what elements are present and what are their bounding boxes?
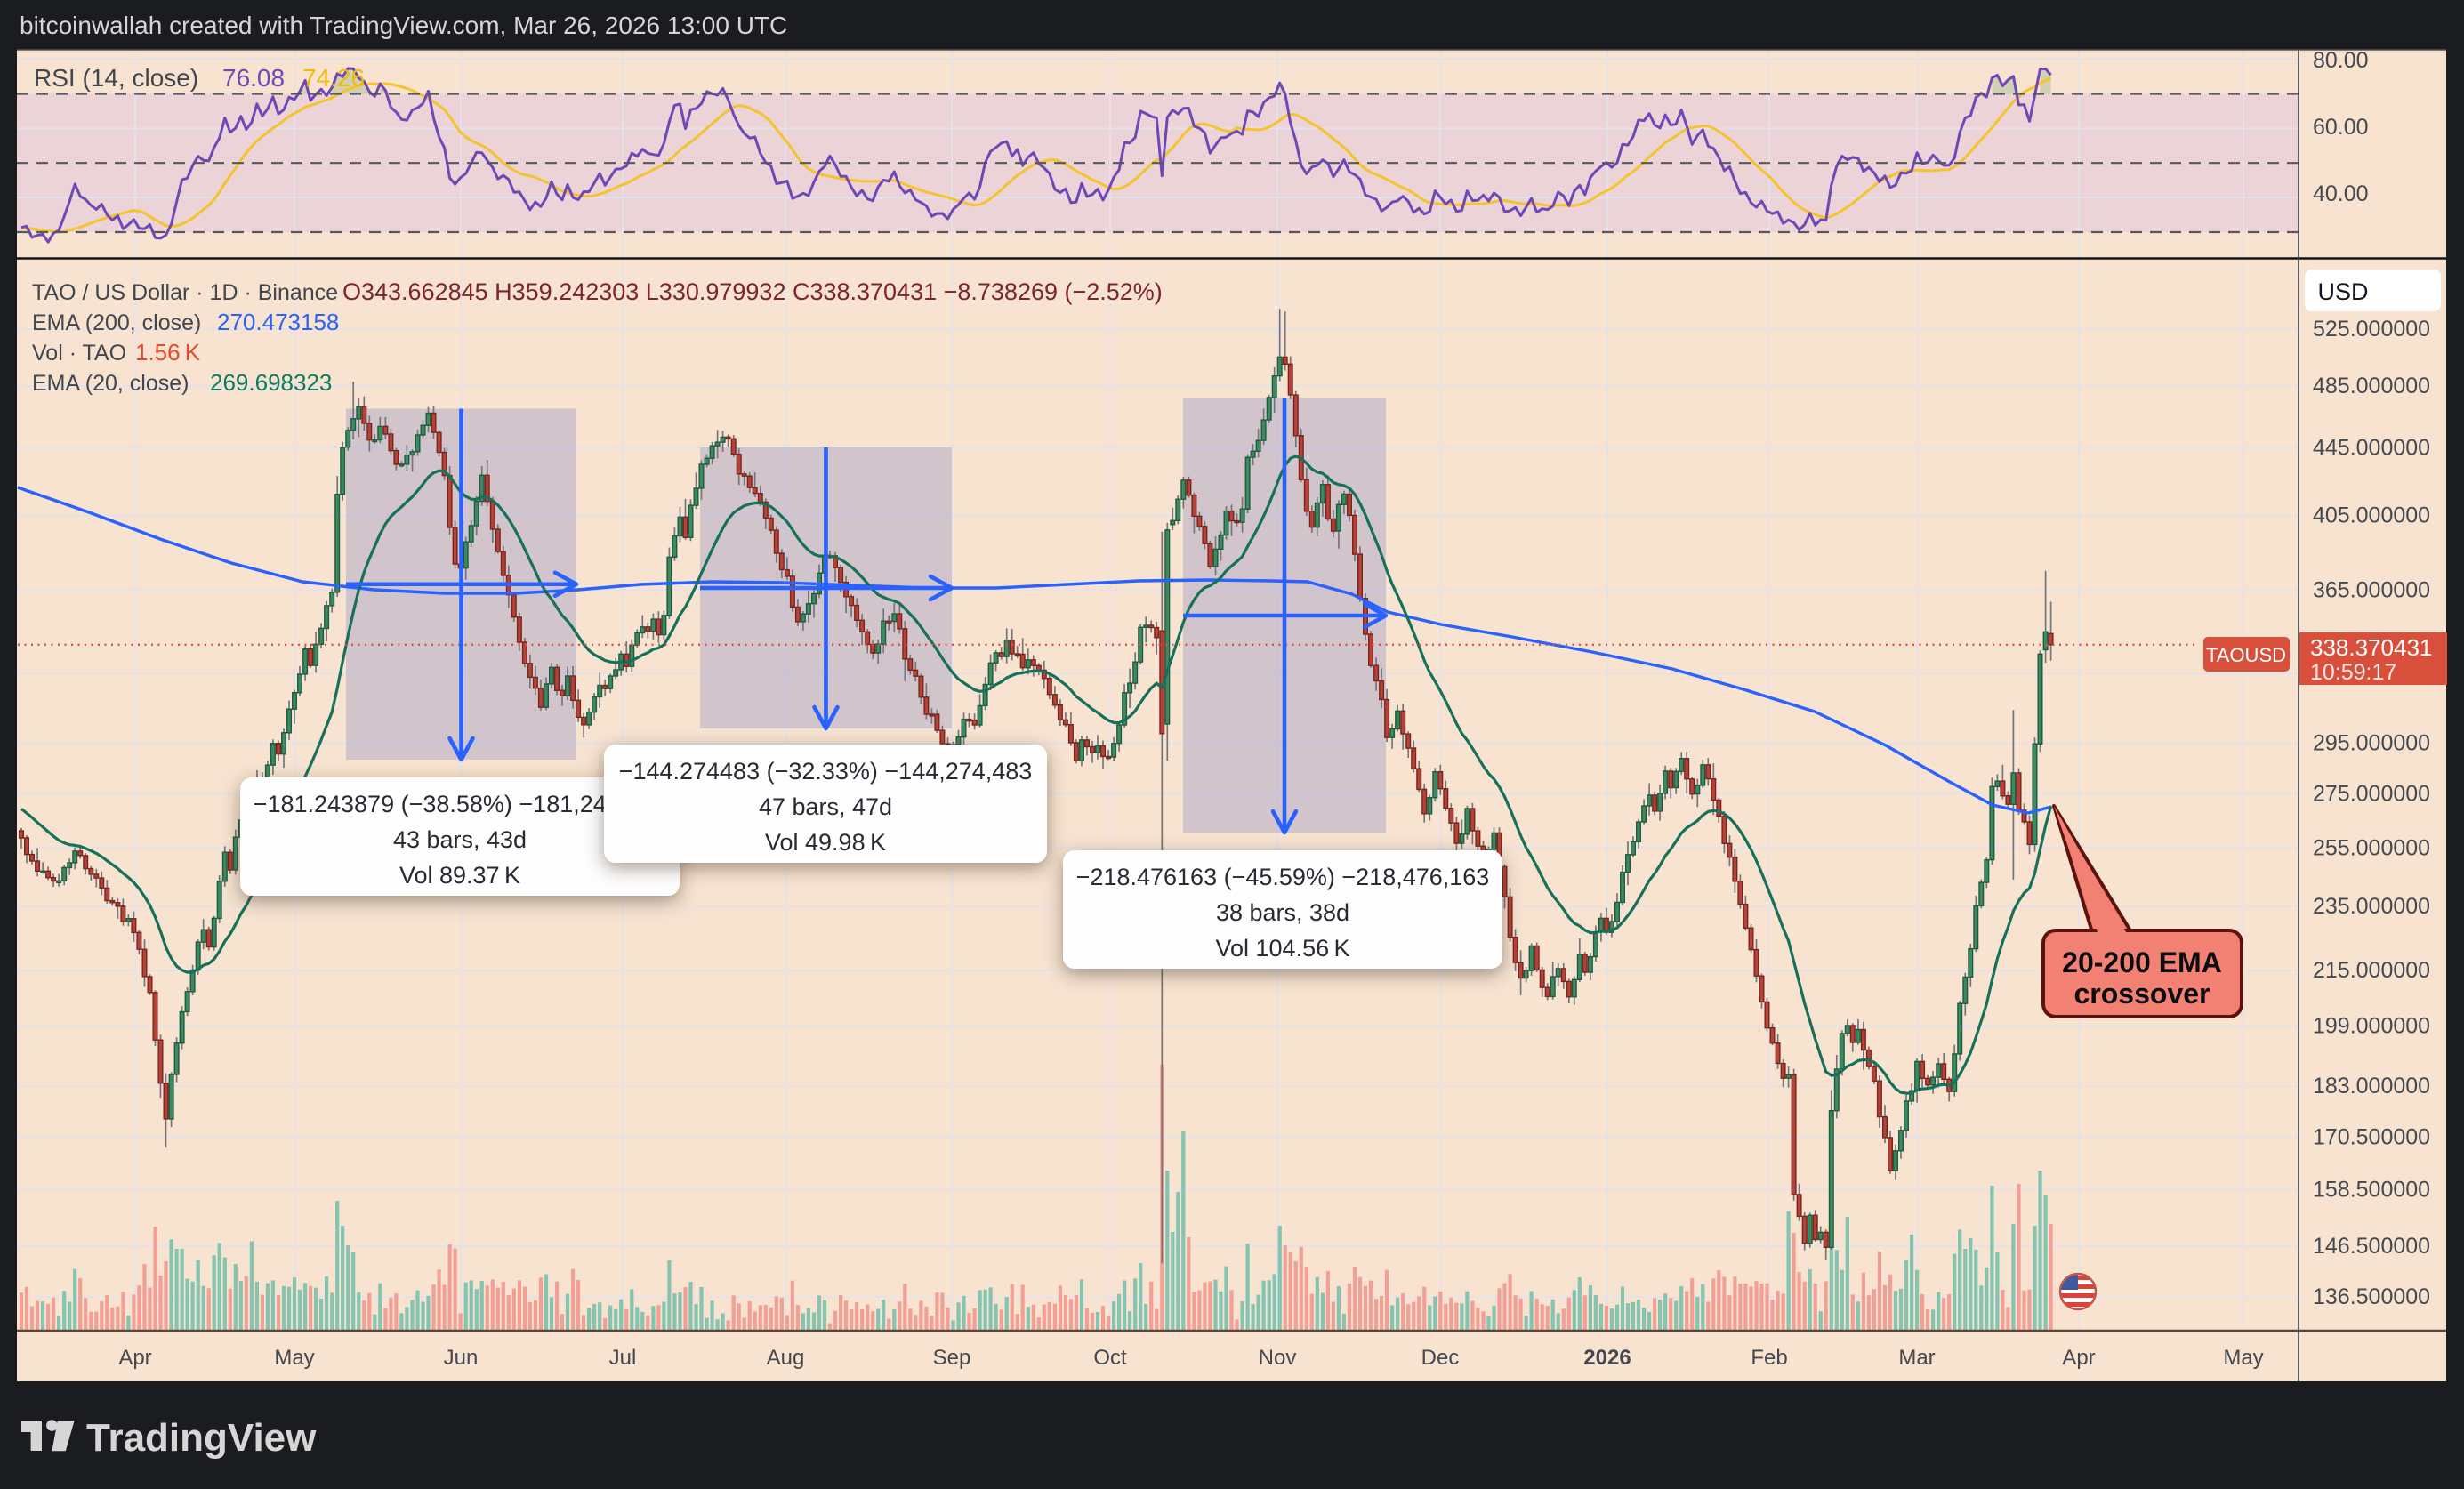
svg-text:May: May <box>274 1346 314 1370</box>
svg-text:1.56 K: 1.56 K <box>135 339 201 366</box>
svg-text:Vol 89.37 K: Vol 89.37 K <box>399 862 520 889</box>
svg-text:269.698323: 269.698323 <box>210 369 332 396</box>
svg-text:76.08: 76.08 <box>222 64 285 92</box>
svg-text:Sep: Sep <box>933 1346 971 1370</box>
svg-text:43 bars, 43d: 43 bars, 43d <box>393 826 527 853</box>
svg-text:199.000000: 199.000000 <box>2313 1014 2430 1039</box>
svg-text:158.500000: 158.500000 <box>2313 1177 2430 1202</box>
svg-text:Mar: Mar <box>1898 1346 1935 1370</box>
svg-text:235.000000: 235.000000 <box>2313 894 2430 919</box>
svg-text:146.500000: 146.500000 <box>2313 1234 2430 1259</box>
svg-text:Apr: Apr <box>2062 1346 2095 1370</box>
svg-text:38 bars, 38d: 38 bars, 38d <box>1216 899 1349 926</box>
svg-text:Jul: Jul <box>609 1346 637 1370</box>
svg-text:−181.243879 (−38.58%) −181,243: −181.243879 (−38.58%) −181,243,879 <box>254 791 667 817</box>
svg-text:183.000000: 183.000000 <box>2313 1074 2430 1099</box>
svg-text:74.26: 74.26 <box>302 64 365 92</box>
svg-text:Aug: Aug <box>767 1346 805 1370</box>
svg-text:USD: USD <box>2317 278 2368 305</box>
svg-text:TAO / US Dollar · 1D · Binance: TAO / US Dollar · 1D · Binance <box>32 280 338 305</box>
svg-text:EMA (200, close): EMA (200, close) <box>32 310 201 335</box>
svg-text:275.000000: 275.000000 <box>2313 781 2430 806</box>
svg-text:405.000000: 405.000000 <box>2313 503 2430 528</box>
svg-text:445.000000: 445.000000 <box>2313 436 2430 461</box>
svg-text:RSI (14, close): RSI (14, close) <box>34 64 198 92</box>
svg-text:Jun: Jun <box>444 1346 479 1370</box>
svg-text:EMA (20, close): EMA (20, close) <box>32 371 189 396</box>
svg-text:338.370431: 338.370431 <box>2310 634 2432 661</box>
svg-text:136.500000: 136.500000 <box>2313 1284 2430 1309</box>
svg-text:−144.274483 (−32.33%) −144,274: −144.274483 (−32.33%) −144,274,483 <box>619 758 1033 785</box>
svg-text:−218.476163 (−45.59%) −218,476: −218.476163 (−45.59%) −218,476,163 <box>1076 864 1490 890</box>
svg-text:47 bars, 47d: 47 bars, 47d <box>759 793 892 820</box>
svg-text:295.000000: 295.000000 <box>2313 731 2430 756</box>
svg-text:525.000000: 525.000000 <box>2313 317 2430 342</box>
svg-text:O343.662845 H359.242303 L330: O343.662845 H359.242303 L330.979932 C338… <box>342 278 1163 305</box>
svg-text:crossover: crossover <box>2074 978 2210 1010</box>
svg-text:215.000000: 215.000000 <box>2313 958 2430 983</box>
svg-text:270.473158: 270.473158 <box>217 309 339 335</box>
svg-text:Nov: Nov <box>1259 1346 1297 1370</box>
svg-text:Oct: Oct <box>1093 1346 1127 1370</box>
svg-text:60.00: 60.00 <box>2313 115 2369 140</box>
svg-text:TradingView: TradingView <box>86 1416 317 1460</box>
svg-text:485.000000: 485.000000 <box>2313 374 2430 398</box>
svg-text:10:59:17: 10:59:17 <box>2310 660 2396 685</box>
svg-text:255.000000: 255.000000 <box>2313 835 2430 860</box>
svg-text:Vol 104.56 K: Vol 104.56 K <box>1215 935 1349 962</box>
svg-text:May: May <box>2223 1346 2263 1370</box>
svg-text:365.000000: 365.000000 <box>2313 578 2430 603</box>
svg-text:Feb: Feb <box>1751 1346 1787 1370</box>
svg-text:20-200 EMA: 20-200 EMA <box>2062 946 2222 978</box>
svg-text:80.00: 80.00 <box>2313 48 2369 73</box>
svg-text:TAOUSD: TAOUSD <box>2206 644 2286 666</box>
svg-text:Dec: Dec <box>1421 1346 1460 1370</box>
svg-text:Vol · TAO: Vol · TAO <box>32 341 126 366</box>
svg-text:Vol 49.98 K: Vol 49.98 K <box>765 829 886 856</box>
svg-text:bitcoinwallah created with Tra: bitcoinwallah created with TradingView.c… <box>20 12 787 39</box>
svg-text:40.00: 40.00 <box>2313 181 2369 206</box>
svg-text:2026: 2026 <box>1583 1346 1631 1370</box>
svg-text:Apr: Apr <box>118 1346 151 1370</box>
svg-text:170.500000: 170.500000 <box>2313 1124 2430 1149</box>
